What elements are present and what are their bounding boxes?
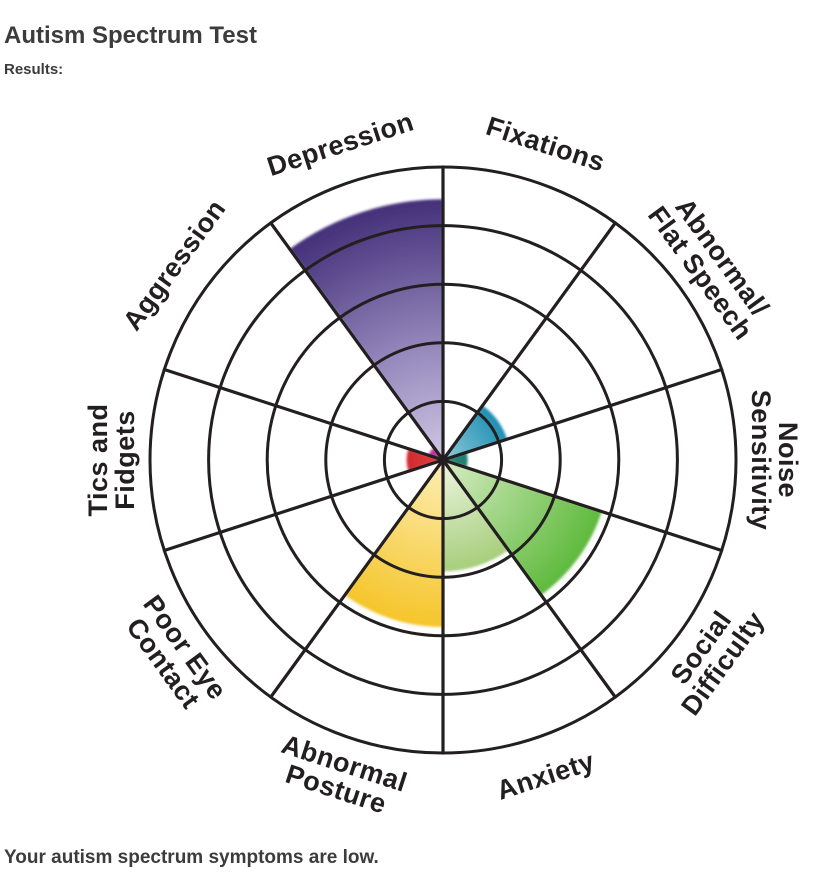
spoke-line — [269, 221, 445, 462]
wedge-abnormal-flat-speech — [443, 405, 508, 460]
spoke-line — [441, 458, 724, 553]
summary-text: Your autism spectrum symptoms are low. — [4, 847, 379, 868]
label-social-difficulty: SocialDifficulty — [654, 590, 771, 721]
spoke-line — [441, 221, 617, 462]
label-poor-eye-contact: Poor EyeContact — [115, 590, 232, 721]
label-tics-and-fidgets: Tics andFidgets — [83, 403, 140, 516]
wedge-noise-sensitivity — [443, 452, 468, 468]
label-anxiety: Anxiety — [493, 746, 598, 806]
label-fixations: Fixations — [482, 111, 608, 178]
wedge-abnormal-posture — [344, 460, 443, 627]
wedges-group — [289, 199, 602, 627]
label-noise-sensitivity: NoiseSensitivity — [746, 390, 803, 531]
wedge-anxiety — [443, 460, 509, 572]
wedge-tics-and-fidgets — [406, 448, 443, 472]
spoke-line — [269, 458, 445, 699]
results-label: Results: — [4, 61, 64, 78]
label-abnormal-posture: AbnormalPosture — [270, 729, 411, 823]
wedge-social-difficulty — [443, 460, 602, 596]
spoke-line — [441, 458, 617, 699]
page-title: Autism Spectrum Test — [4, 22, 257, 50]
spoke-line — [162, 367, 445, 462]
spoke-line — [162, 458, 445, 553]
spoke-line — [441, 367, 724, 462]
wedge-depression — [289, 199, 443, 460]
grid-group — [148, 165, 738, 755]
label-aggression: Aggression — [117, 194, 232, 336]
